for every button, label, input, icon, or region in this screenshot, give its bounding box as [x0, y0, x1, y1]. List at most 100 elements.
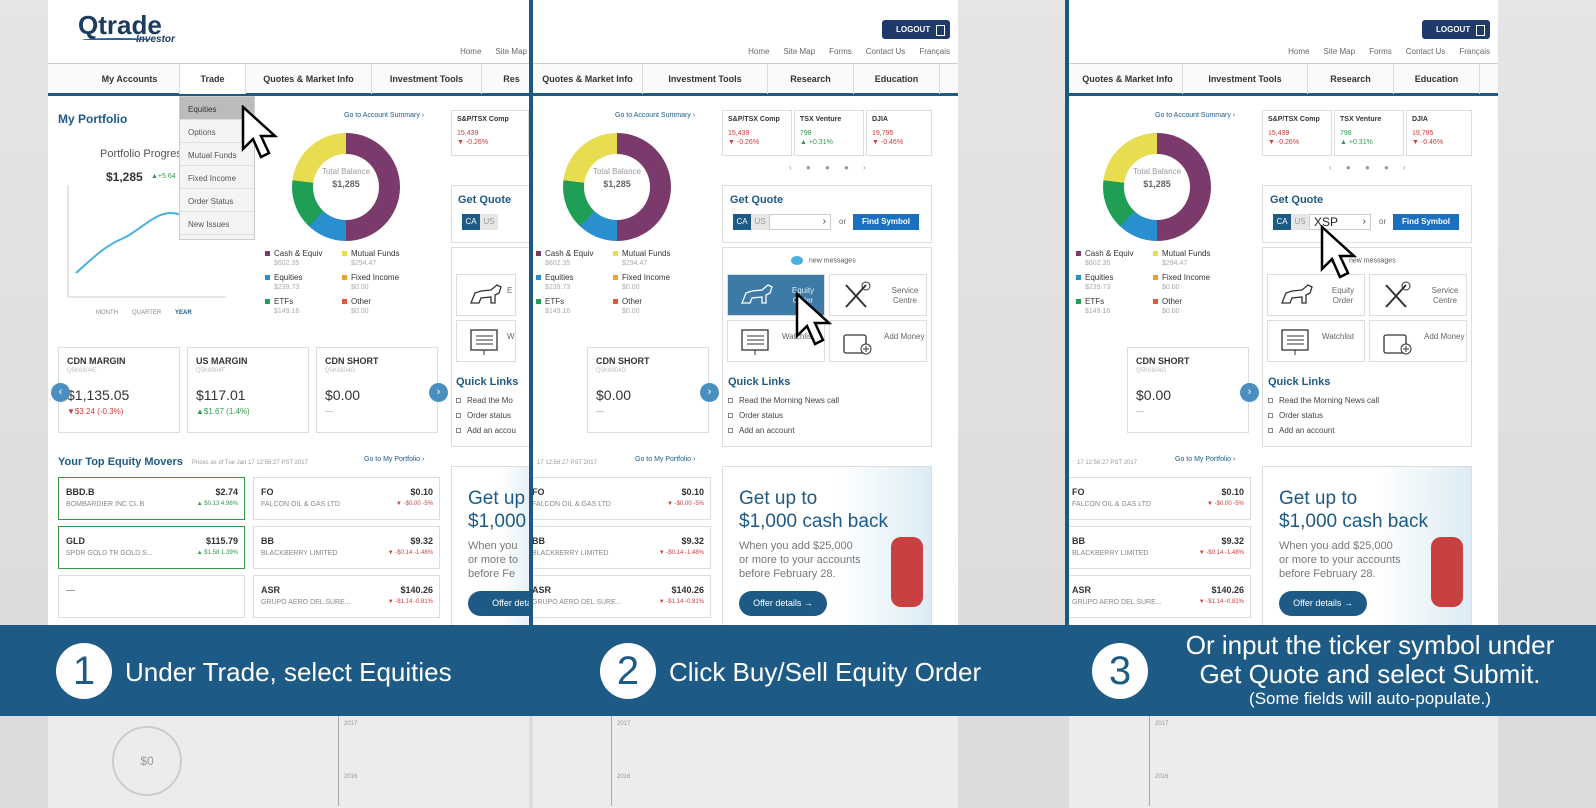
nav-quotes-market-info[interactable]: Quotes & Market Info [246, 64, 372, 94]
go-to-my-portfolio-link[interactable]: Go to My Portfolio › [364, 456, 425, 463]
offer-details-button[interactable]: Offer deta [468, 591, 529, 616]
nav-trade[interactable]: Trade [180, 64, 246, 94]
menu-item-equities[interactable]: Equities [180, 97, 254, 120]
quick-link-add-account[interactable]: Add an accou [456, 423, 518, 438]
link-forms[interactable]: Forms [1369, 47, 1392, 56]
offer-details-button[interactable]: Offer details → [739, 591, 827, 616]
account-card-cdn-margin[interactable]: CDN MARGIN Q5K6804E $1,135.05 ▼$3.24 (-0.3%… [58, 347, 180, 433]
accounts-next-arrow-icon[interactable]: › [1240, 383, 1259, 402]
menu-item-order-status[interactable]: Order Status [180, 189, 254, 212]
menu-item-new-issues[interactable]: New Issues [180, 212, 254, 235]
quick-link-morning-news[interactable]: Read the Morning News call [728, 393, 839, 408]
index-tsx-comp[interactable]: S&P/TSX Comp 15,439 ▼ -0.26% [1262, 110, 1332, 156]
account-card-cdn-short[interactable]: CDN SHORT Q5K6804G $0.00— [587, 347, 709, 433]
accounts-next-arrow-icon[interactable]: › [700, 383, 719, 402]
menu-item-options[interactable]: Options [180, 120, 254, 143]
mover-card[interactable]: ASR GRUPO AERO DEL SURE... $140.26 ▼ -$1.14… [533, 575, 711, 618]
go-to-my-portfolio-link[interactable]: Go to My Portfolio › [1175, 456, 1236, 463]
range-month[interactable]: MONTH [96, 310, 118, 316]
mover-card[interactable]: ASR GRUPO AERO DEL SURE... $140.26 ▼ -$1.14… [1069, 575, 1251, 618]
nav-research[interactable]: Research [1308, 64, 1394, 94]
tile-equity-order[interactable]: E [456, 274, 516, 316]
logout-button[interactable]: LOGOUT [1422, 20, 1490, 39]
mover-card[interactable]: BBD.B BOMBARDIER INC CL B $2.74 ▲ $0.13 4.9… [58, 477, 245, 520]
offer-details-button[interactable]: Offer details → [1279, 591, 1367, 616]
nav-research[interactable]: Research [768, 64, 854, 94]
find-symbol-button[interactable]: Find Symbol [1393, 214, 1459, 230]
link-site-map[interactable]: Site Map [1323, 47, 1356, 56]
mover-card[interactable]: FO FALCON OIL & GAS LTD $0.10 ▼ -$0.00 -5% [533, 477, 711, 520]
quick-link-morning-news[interactable]: Read the Morning News call [1268, 393, 1379, 408]
quick-link-order-status[interactable]: Order status [728, 408, 839, 423]
index-tsx-venture[interactable]: TSX Venture 798 ▲ +0.31% [1334, 110, 1404, 156]
accounts-next-arrow-icon[interactable]: › [429, 383, 448, 402]
link-francais[interactable]: Français [1459, 47, 1490, 56]
quote-symbol-input[interactable]: XSP › [1309, 214, 1371, 230]
nav-education[interactable]: Education [1394, 64, 1480, 94]
index-djia[interactable]: DJIA 19,795 ▼ -0.46% [866, 110, 932, 156]
go-to-my-portfolio-link[interactable]: Go to My Portfolio › [635, 456, 696, 463]
qtrade-logo[interactable]: Qtrade Investor [78, 10, 175, 45]
quick-link-order-status[interactable]: Order status [456, 408, 518, 423]
find-symbol-button[interactable]: Find Symbol [853, 214, 919, 230]
tile-service-centre[interactable]: Service Centre [829, 274, 927, 316]
tile-watchlist[interactable]: Watchlist [1267, 320, 1365, 362]
mover-card[interactable]: FO FALCON OIL & GAS LTD $0.10 ▼ -$0.00 -5% [253, 477, 440, 520]
link-francais[interactable]: Français [919, 47, 950, 56]
us-toggle[interactable]: US [480, 214, 498, 230]
mover-card[interactable]: BB BLACKBERRY LIMITED $9.32 ▼ -$0.14 -1.48% [1069, 526, 1251, 569]
us-toggle[interactable]: US [751, 214, 769, 230]
index-tsx-comp[interactable]: S&P/TSX Comp 15,439 ▼ -0.26% [722, 110, 792, 156]
nav-investment-tools[interactable]: Investment Tools [1183, 64, 1308, 94]
ca-toggle[interactable]: CA [1273, 214, 1291, 230]
mover-card[interactable]: BB BLACKBERRY LIMITED $9.32 ▼ -$0.14 -1.48% [533, 526, 711, 569]
tile-service-centre[interactable]: Service Centre [1369, 274, 1467, 316]
ca-toggle[interactable]: CA [733, 214, 751, 230]
tile-add-money[interactable]: Add Money [829, 320, 927, 362]
index-tsx-comp[interactable]: S&P/TSX Comp 15,439 ▼ -0.26% [451, 110, 529, 156]
account-summary-link[interactable]: Go to Account Summary › [1155, 112, 1236, 119]
menu-item-mutual-funds[interactable]: Mutual Funds [180, 143, 254, 166]
link-contact-us[interactable]: Contact Us [1405, 47, 1446, 56]
ca-toggle[interactable]: CA [462, 214, 480, 230]
tile-add-money[interactable]: Add Money [1369, 320, 1467, 362]
index-pager[interactable]: ‹ ● ● ● › [789, 163, 872, 172]
account-summary-link[interactable]: Go to Account Summary › [344, 112, 425, 119]
mover-card[interactable]: FO FALCON OIL & GAS LTD $0.10 ▼ -$0.00 -5% [1069, 477, 1251, 520]
link-site-map[interactable]: Site Map [495, 47, 527, 56]
account-card-cdn-short[interactable]: CDN SHORT Q5K6804G $0.00— [316, 347, 438, 433]
mover-card[interactable]: GLD SPDR GOLD TR GOLD S... $115.79 ▲ $1.58 … [58, 526, 245, 569]
tile-equity-order[interactable]: Equity Order [1267, 274, 1365, 316]
accounts-prev-arrow-icon[interactable]: ‹ [51, 383, 70, 402]
us-toggle[interactable]: US [1291, 214, 1309, 230]
index-pager[interactable]: ‹ ● ● ● › [1329, 163, 1412, 172]
quote-symbol-input[interactable]: › [769, 214, 831, 230]
nav-education[interactable]: Education [854, 64, 940, 94]
index-djia[interactable]: DJIA 19,795 ▼ -0.46% [1406, 110, 1472, 156]
link-site-map[interactable]: Site Map [783, 47, 816, 56]
nav-investment-tools[interactable]: Investment Tools [643, 64, 768, 94]
quick-link-order-status[interactable]: Order status [1268, 408, 1379, 423]
mover-card[interactable]: — [58, 575, 245, 618]
nav-research[interactable]: Res [482, 64, 529, 94]
tile-watchlist[interactable]: W [456, 320, 516, 362]
mover-card[interactable]: BB BLACKBERRY LIMITED $9.32 ▼ -$0.14 -1.48% [253, 526, 440, 569]
quick-link-add-account[interactable]: Add an account [728, 423, 839, 438]
quick-link-morning-news[interactable]: Read the Mo [456, 393, 518, 408]
account-card-us-margin[interactable]: US MARGIN Q5K6804F $117.01 ▲$1.67 (1.4%) [187, 347, 309, 433]
index-tsx-venture[interactable]: TSX Venture 798 ▲ +0.31% [794, 110, 864, 156]
range-year[interactable]: YEAR [175, 310, 192, 316]
mover-card[interactable]: ASR GRUPO AERO DEL SURE... $140.26 ▼ -$1.14… [253, 575, 440, 618]
quick-link-add-account[interactable]: Add an account [1268, 423, 1379, 438]
nav-investment-tools[interactable]: Investment Tools [372, 64, 482, 94]
nav-quotes-market-info[interactable]: Quotes & Market Info [533, 64, 643, 94]
messages-label[interactable]: new messages [791, 256, 856, 265]
account-card-cdn-short[interactable]: CDN SHORT Q5K6804G $0.00— [1127, 347, 1249, 433]
account-summary-link[interactable]: Go to Account Summary › [615, 112, 696, 119]
nav-quotes-market-info[interactable]: Quotes & Market Info [1073, 64, 1183, 94]
logout-button[interactable]: LOGOUT [882, 20, 950, 39]
link-home[interactable]: Home [1288, 47, 1310, 56]
link-forms[interactable]: Forms [829, 47, 852, 56]
nav-my-accounts[interactable]: My Accounts [80, 64, 180, 94]
range-quarter[interactable]: QUARTER [132, 310, 162, 316]
